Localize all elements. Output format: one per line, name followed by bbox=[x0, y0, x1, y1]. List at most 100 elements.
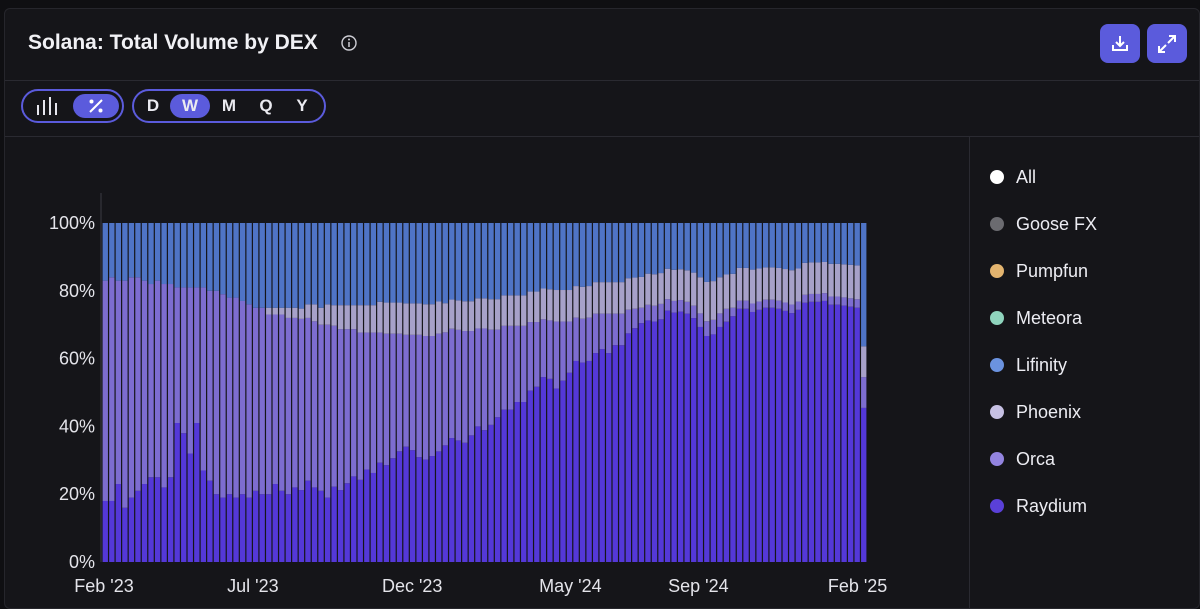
bar-segment-phoenix[interactable] bbox=[272, 307, 278, 315]
bar-segment-orca[interactable] bbox=[697, 313, 703, 327]
download-button[interactable] bbox=[1100, 24, 1140, 63]
bar-segment-orca[interactable] bbox=[527, 322, 533, 391]
bar-segment-lifinity[interactable] bbox=[122, 223, 128, 281]
legend-item-meteora[interactable]: Meteora bbox=[990, 306, 1082, 330]
bar-segment-phoenix[interactable] bbox=[730, 273, 736, 308]
bar-segment-lifinity[interactable] bbox=[756, 223, 762, 269]
bar-segment-lifinity[interactable] bbox=[102, 223, 108, 281]
bar-segment-lifinity[interactable] bbox=[488, 223, 494, 300]
bar-segment-raydium[interactable] bbox=[521, 402, 527, 562]
bar-segment-lifinity[interactable] bbox=[337, 223, 344, 306]
bar-segment-phoenix[interactable] bbox=[449, 299, 455, 329]
bar-segment-lifinity[interactable] bbox=[481, 223, 488, 299]
bar-segment-lifinity[interactable] bbox=[174, 223, 180, 288]
bar-segment-phoenix[interactable] bbox=[821, 261, 828, 294]
bar-segment-raydium[interactable] bbox=[181, 433, 187, 562]
bar-segment-lifinity[interactable] bbox=[854, 223, 860, 266]
bar-segment-lifinity[interactable] bbox=[311, 223, 318, 305]
bar-segment-raydium[interactable] bbox=[534, 386, 540, 562]
bar-segment-orca[interactable] bbox=[266, 314, 272, 495]
bar-segment-lifinity[interactable] bbox=[436, 223, 442, 302]
bar-segment-lifinity[interactable] bbox=[834, 223, 841, 264]
bar-segment-phoenix[interactable] bbox=[455, 300, 462, 330]
bar-segment-phoenix[interactable] bbox=[534, 291, 540, 323]
bar-segment-raydium[interactable] bbox=[599, 349, 605, 562]
bar-segment-phoenix[interactable] bbox=[795, 268, 802, 302]
percent-view-button[interactable] bbox=[73, 94, 119, 118]
bar-segment-phoenix[interactable] bbox=[861, 346, 867, 378]
bar-segment-orca[interactable] bbox=[507, 325, 514, 410]
bar-segment-raydium[interactable] bbox=[135, 490, 141, 562]
bar-segment-phoenix[interactable] bbox=[337, 305, 344, 330]
bar-segment-phoenix[interactable] bbox=[756, 268, 762, 302]
legend-item-lifinity[interactable]: Lifinity bbox=[990, 353, 1067, 377]
bar-segment-raydium[interactable] bbox=[364, 469, 370, 562]
bar-segment-lifinity[interactable] bbox=[194, 223, 200, 288]
bar-segment-phoenix[interactable] bbox=[736, 267, 743, 301]
legend-item-pumpfun[interactable]: Pumpfun bbox=[990, 259, 1088, 283]
bar-segment-lifinity[interactable] bbox=[776, 223, 782, 268]
bar-segment-raydium[interactable] bbox=[266, 494, 272, 562]
bar-segment-raydium[interactable] bbox=[259, 494, 265, 562]
bar-segment-phoenix[interactable] bbox=[638, 276, 645, 308]
bar-segment-orca[interactable] bbox=[115, 280, 122, 485]
bar-segment-lifinity[interactable] bbox=[279, 223, 285, 308]
bar-segment-raydium[interactable] bbox=[272, 484, 278, 562]
bar-segment-lifinity[interactable] bbox=[148, 223, 154, 285]
bar-segment-phoenix[interactable] bbox=[592, 282, 599, 314]
bar-segment-orca[interactable] bbox=[841, 297, 847, 306]
bar-segment-orca[interactable] bbox=[828, 296, 834, 305]
interval-y-button[interactable]: Y bbox=[296, 96, 308, 115]
bar-segment-orca[interactable] bbox=[292, 317, 298, 488]
bar-segment-lifinity[interactable] bbox=[468, 223, 475, 302]
bar-segment-raydium[interactable] bbox=[370, 472, 377, 562]
bar-segment-orca[interactable] bbox=[861, 377, 867, 408]
bar-segment-raydium[interactable] bbox=[710, 334, 717, 562]
bar-segment-phoenix[interactable] bbox=[560, 290, 566, 322]
bar-segment-raydium[interactable] bbox=[625, 333, 632, 562]
bar-segment-orca[interactable] bbox=[579, 318, 586, 363]
bar-segment-orca[interactable] bbox=[736, 300, 743, 309]
bar-segment-lifinity[interactable] bbox=[645, 223, 651, 274]
bar-segment-lifinity[interactable] bbox=[449, 223, 455, 300]
bar-segment-orca[interactable] bbox=[592, 313, 599, 354]
bar-segment-phoenix[interactable] bbox=[802, 262, 808, 295]
bar-segment-raydium[interactable] bbox=[828, 304, 834, 562]
bar-segment-phoenix[interactable] bbox=[743, 267, 749, 301]
bar-segment-raydium[interactable] bbox=[194, 423, 200, 562]
bar-segment-lifinity[interactable] bbox=[455, 223, 462, 301]
bar-segment-lifinity[interactable] bbox=[161, 223, 167, 285]
bar-segment-phoenix[interactable] bbox=[547, 289, 553, 321]
bar-segment-raydium[interactable] bbox=[292, 487, 298, 562]
bar-segment-orca[interactable] bbox=[337, 329, 344, 491]
bar-segment-phoenix[interactable] bbox=[514, 295, 520, 326]
bar-segment-phoenix[interactable] bbox=[664, 268, 671, 300]
bar-segment-phoenix[interactable] bbox=[684, 270, 690, 302]
bar-segment-phoenix[interactable] bbox=[606, 282, 612, 314]
bar-segment-lifinity[interactable] bbox=[207, 223, 213, 291]
bar-segment-raydium[interactable] bbox=[664, 310, 671, 562]
bar-segment-orca[interactable] bbox=[710, 319, 717, 335]
bar-segment-orca[interactable] bbox=[514, 325, 520, 403]
bar-segment-orca[interactable] bbox=[671, 300, 677, 313]
bar-segment-raydium[interactable] bbox=[200, 470, 207, 562]
bar-segment-phoenix[interactable] bbox=[579, 286, 586, 319]
bar-segment-raydium[interactable] bbox=[684, 313, 690, 562]
bar-segment-orca[interactable] bbox=[606, 313, 612, 354]
bar-segment-raydium[interactable] bbox=[756, 309, 762, 562]
bar-segment-lifinity[interactable] bbox=[586, 223, 592, 287]
bar-segment-phoenix[interactable] bbox=[292, 307, 298, 318]
bar-segment-raydium[interactable] bbox=[730, 316, 736, 562]
bar-segment-raydium[interactable] bbox=[501, 409, 507, 562]
bar-segment-phoenix[interactable] bbox=[828, 263, 834, 297]
bar-segment-phoenix[interactable] bbox=[488, 299, 494, 330]
bar-segment-lifinity[interactable] bbox=[266, 223, 272, 308]
bar-segment-orca[interactable] bbox=[481, 328, 488, 431]
bar-segment-phoenix[interactable] bbox=[422, 304, 429, 336]
bar-segment-orca[interactable] bbox=[331, 325, 337, 487]
bar-segment-raydium[interactable] bbox=[455, 440, 462, 562]
bar-segment-raydium[interactable] bbox=[344, 483, 350, 562]
bar-segment-raydium[interactable] bbox=[802, 302, 808, 562]
bar-segment-lifinity[interactable] bbox=[704, 223, 710, 282]
bar-segment-orca[interactable] bbox=[540, 319, 547, 378]
